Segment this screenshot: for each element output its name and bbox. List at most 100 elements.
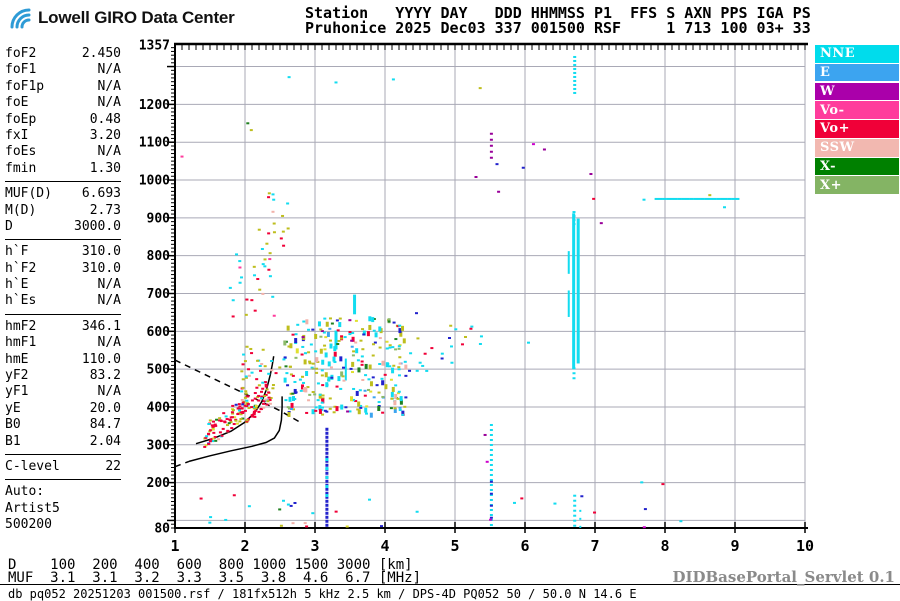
panel-row-label: fmin xyxy=(5,160,37,176)
servlet-version: DIDBasePortal_Servlet 0.1 xyxy=(672,568,895,586)
panel-row-value: 22 xyxy=(105,458,121,474)
panel-row-label: fxI xyxy=(5,127,29,143)
panel-row: foEs N/A xyxy=(5,144,121,160)
panel-row: B1 2.04 xyxy=(5,434,121,450)
legend-item-label: SSW xyxy=(820,140,855,156)
panel-row: D 3000.0 xyxy=(5,219,121,235)
svg-text:5: 5 xyxy=(450,537,459,555)
svg-text:2: 2 xyxy=(240,537,249,555)
panel-row: Artist5 xyxy=(5,501,121,517)
panel-row-label: B0 xyxy=(5,417,21,433)
legend-item[interactable]: NNE xyxy=(815,45,899,63)
panel-row-label: hmF2 xyxy=(5,318,37,334)
panel-row: foEp 0.48 xyxy=(5,112,121,128)
station-values-line: Pruhonice 2025 Dec03 337 001500 RSF 1 71… xyxy=(305,19,811,37)
lowell-logo[interactable]: Lowell GIRO Data Center xyxy=(8,5,235,31)
panel-row-value: 83.2 xyxy=(89,368,121,384)
panel-row-value: 2.73 xyxy=(89,202,121,218)
panel-row-label: h`F2 xyxy=(5,260,37,276)
panel-row-label: B1 xyxy=(5,433,21,449)
svg-text:1100: 1100 xyxy=(139,136,170,151)
svg-text:900: 900 xyxy=(147,211,171,226)
legend-item[interactable]: Vo+ xyxy=(815,120,899,138)
panel-row-label: Artist5 xyxy=(5,500,60,516)
panel-row-value: N/A xyxy=(97,293,121,309)
station-info: Station YYYY DAY DDD HHMMSS P1 FFS S AXN… xyxy=(305,6,811,36)
panel-row: h`F 310.0 xyxy=(5,244,121,260)
legend-item-label: NNE xyxy=(820,46,856,62)
panel-row-value: N/A xyxy=(97,384,121,400)
legend-item[interactable]: W xyxy=(815,82,899,101)
panel-row: foE N/A xyxy=(5,95,121,111)
panel-row-label: yF2 xyxy=(5,368,29,384)
panel-row-label: h`Es xyxy=(5,293,37,309)
legend-item[interactable]: X+ xyxy=(815,176,899,195)
svg-text:80: 80 xyxy=(154,522,170,537)
panel-row: B0 84.7 xyxy=(5,417,121,433)
panel-row-label: hmF1 xyxy=(5,335,37,351)
panel-row-value: N/A xyxy=(97,335,121,351)
panel-row-label: foE xyxy=(5,95,29,111)
panel-row-label: D xyxy=(5,218,13,234)
legend-item[interactable]: SSW xyxy=(815,138,899,157)
muf-row: MUF 3.1 3.1 3.2 3.3 3.5 3.8 4.6 6.7 [MHz… xyxy=(8,570,422,586)
status-line: db pq052 20251203 001500.rsf / 181fx512h… xyxy=(8,587,637,601)
panel-row: Auto: xyxy=(5,484,121,500)
panel-row: foF1p N/A xyxy=(5,79,121,95)
panel-row: fmin 1.30 xyxy=(5,161,121,177)
panel-row-value: 2.04 xyxy=(89,433,121,449)
panel-row: h`F2 310.0 xyxy=(5,261,121,277)
panel-row-value: N/A xyxy=(97,62,121,78)
panel-row-value: 310.0 xyxy=(81,260,121,276)
panel-row: hmF1 N/A xyxy=(5,335,121,351)
panel-row: h`Es N/A xyxy=(5,293,121,309)
legend-item[interactable]: E xyxy=(815,63,899,82)
panel-row-label: foF1 xyxy=(5,62,37,78)
panel-row xyxy=(5,177,121,183)
panel-row-label: yE xyxy=(5,400,21,416)
panel-row-value: N/A xyxy=(97,277,121,293)
panel-row xyxy=(5,235,121,241)
distance-row: D 100 200 400 600 800 1000 1500 3000 [km… xyxy=(8,557,413,573)
panel-row-value: 6.693 xyxy=(81,186,121,202)
footer-separator xyxy=(0,584,900,585)
panel-row-value: 84.7 xyxy=(89,417,121,433)
svg-text:300: 300 xyxy=(147,438,171,453)
legend-item-label: X- xyxy=(820,158,837,174)
panel-row: yF2 83.2 xyxy=(5,368,121,384)
doppler-legend: NNE E W Vo- Vo+ SSW X- X+ xyxy=(815,45,899,195)
panel-row: 500200 xyxy=(5,517,121,533)
svg-text:200: 200 xyxy=(147,476,171,491)
svg-text:400: 400 xyxy=(147,400,171,415)
panel-row-value: 0.48 xyxy=(89,111,121,127)
panel-row-value: N/A xyxy=(97,144,121,160)
parameter-panel: foF2 2.450 foF1 N/A foF1p N/A foE N/A fo… xyxy=(5,46,121,534)
panel-row: yF1 N/A xyxy=(5,384,121,400)
panel-row-label: C-level xyxy=(5,458,60,474)
station-header-line: Station YYYY DAY DDD HHMMSS P1 FFS S AXN… xyxy=(305,4,811,22)
legend-item-label: E xyxy=(820,65,831,81)
svg-text:7: 7 xyxy=(590,537,599,555)
panel-row-label: foEp xyxy=(5,111,37,127)
panel-row-label: Auto: xyxy=(5,484,45,500)
panel-row-label: yF1 xyxy=(5,384,29,400)
legend-item[interactable]: X- xyxy=(815,157,899,176)
panel-row: M(D) 2.73 xyxy=(5,203,121,219)
panel-row xyxy=(5,475,121,481)
panel-row: h`E N/A xyxy=(5,277,121,293)
panel-row xyxy=(5,310,121,315)
legend-item-label: X+ xyxy=(820,177,842,193)
panel-row-value: N/A xyxy=(97,95,121,111)
panel-row-value: 310.0 xyxy=(81,244,121,260)
svg-text:1357: 1357 xyxy=(139,39,170,54)
panel-row-label: 500200 xyxy=(5,517,52,533)
svg-text:6: 6 xyxy=(520,537,529,555)
legend-item-label: Vo+ xyxy=(820,121,850,137)
svg-text:3: 3 xyxy=(310,537,319,555)
svg-text:800: 800 xyxy=(147,249,171,264)
panel-row xyxy=(5,450,121,455)
legend-item[interactable]: Vo- xyxy=(815,101,899,119)
panel-row: hmE 110.0 xyxy=(5,352,121,368)
panel-row-label: M(D) xyxy=(5,202,37,218)
